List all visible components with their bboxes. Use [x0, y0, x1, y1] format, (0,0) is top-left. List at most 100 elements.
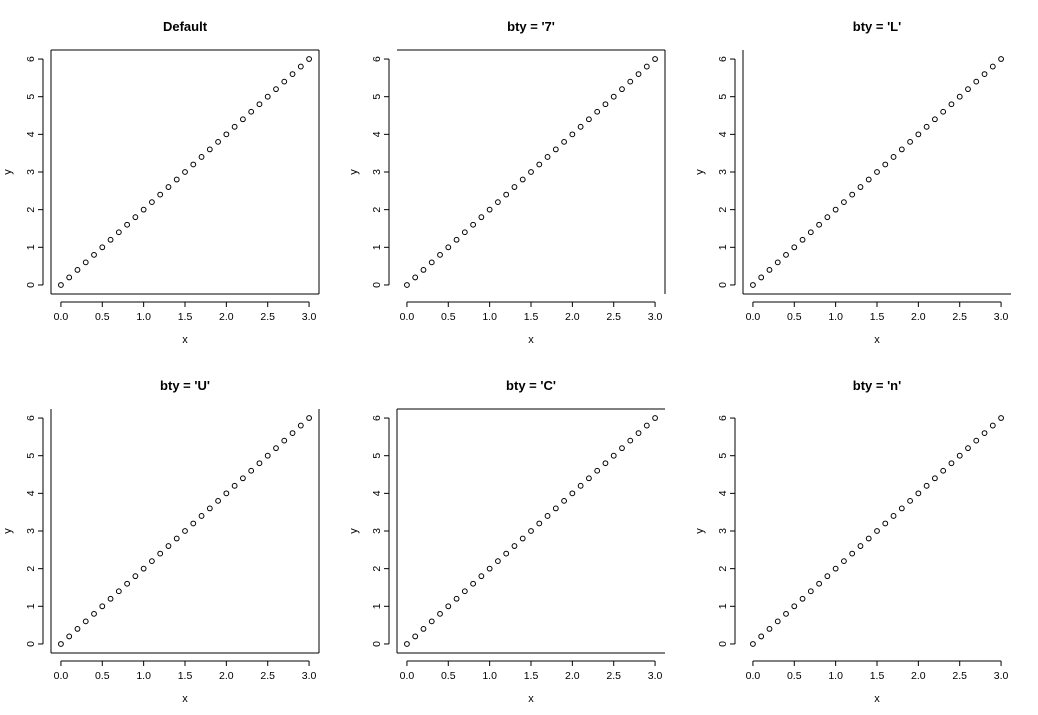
data-point — [865, 535, 872, 542]
data-point — [816, 221, 822, 228]
data-point — [420, 626, 427, 632]
data-point — [544, 513, 551, 519]
y-tick-label: 1 — [25, 603, 37, 609]
data-point — [420, 267, 427, 273]
data-point — [289, 71, 296, 77]
data-point — [412, 274, 419, 281]
y-tick-label: 3 — [371, 528, 383, 534]
data-point — [981, 71, 988, 77]
data-point — [841, 558, 847, 565]
y-tick-label: 2 — [25, 207, 37, 213]
data-point — [965, 445, 971, 452]
y-tick-label: 1 — [25, 244, 37, 250]
data-point — [586, 475, 592, 482]
data-point — [643, 63, 650, 70]
data-point — [223, 490, 230, 497]
x-tick-label: 0.5 — [441, 670, 456, 682]
x-tick-label: 3.0 — [648, 311, 663, 323]
data-point — [619, 86, 625, 93]
data-point — [907, 497, 913, 504]
data-point — [577, 482, 584, 489]
data-point — [857, 543, 864, 549]
data-point — [882, 520, 889, 527]
x-tick-label: 0.0 — [400, 311, 415, 323]
x-tick-label: 1.5 — [178, 670, 193, 682]
data-point — [190, 161, 197, 168]
data-point — [182, 169, 188, 175]
data-point — [503, 550, 510, 557]
x-tick-label: 2.5 — [606, 311, 621, 323]
y-tick-label: 0 — [371, 282, 383, 288]
data-point — [989, 422, 996, 429]
y-tick-label: 0 — [717, 641, 729, 647]
x-tick-label: 2.5 — [952, 311, 967, 323]
data-point — [536, 520, 543, 527]
panel-4: bty = 'U' 0.0 0.5 1.0 1.5 2.0 2.5 3.0 0 1 2 3 4 5 6 x y — [2, 378, 320, 705]
data-point — [627, 437, 634, 444]
data-point — [882, 161, 889, 168]
x-tick-label: 0.0 — [54, 311, 69, 323]
data-point — [273, 445, 279, 452]
data-point — [240, 116, 246, 123]
x-tick-label: 1.5 — [524, 311, 539, 323]
x-tick-label: 3.0 — [648, 670, 663, 682]
y-axis-label: y — [694, 528, 706, 534]
data-point — [758, 633, 765, 640]
x-tick-label: 0.5 — [787, 670, 802, 682]
data-point — [528, 528, 534, 534]
y-tick-label: 5 — [25, 453, 37, 459]
data-point — [182, 528, 188, 534]
data-point — [915, 131, 922, 138]
data-point — [140, 565, 147, 572]
data-point — [832, 206, 839, 213]
panel-1: Default 0.0 0.5 1.0 1.5 2.0 2.5 3.0 0 1 2 3 4 5 6 x y — [2, 19, 320, 346]
data-point — [750, 641, 756, 647]
data-point — [923, 123, 930, 130]
data-point — [799, 236, 806, 243]
data-point — [766, 626, 773, 632]
data-point — [149, 199, 155, 206]
data-point — [774, 618, 781, 625]
data-point — [165, 543, 172, 549]
y-axis-label: y — [694, 169, 706, 175]
y-tick-label: 1 — [717, 603, 729, 609]
y-axis-label: y — [348, 528, 360, 534]
data-point — [569, 490, 576, 497]
x-tick-label: 2.0 — [219, 311, 234, 323]
y-tick-label: 5 — [371, 94, 383, 100]
data-point — [478, 573, 485, 580]
data-point — [115, 588, 122, 595]
data-point — [470, 221, 476, 228]
data-point — [165, 184, 172, 190]
y-tick-label: 0 — [717, 282, 729, 288]
panel-title: bty = 'n' — [853, 378, 901, 393]
data-point — [74, 267, 81, 273]
panel-title: bty = 'U' — [160, 378, 210, 393]
data-point — [807, 588, 814, 595]
y-tick-label: 3 — [25, 528, 37, 534]
data-point — [453, 595, 460, 602]
data-point — [973, 437, 980, 444]
data-point — [857, 184, 864, 190]
panel-title: bty = 'C' — [506, 378, 556, 393]
data-point — [577, 123, 584, 130]
data-point — [940, 108, 947, 115]
x-axis-label: x — [874, 334, 880, 346]
data-point — [898, 505, 905, 512]
y-tick-label: 4 — [25, 490, 37, 496]
data-point — [528, 169, 534, 175]
y-tick-label: 2 — [25, 566, 37, 572]
data-point — [124, 580, 130, 587]
data-point — [412, 633, 419, 640]
y-tick-label: 4 — [717, 490, 729, 496]
data-point — [849, 191, 856, 198]
data-point — [511, 184, 518, 190]
panel-5: bty = 'C' 0.0 0.5 1.0 1.5 2.0 2.5 3.0 0 1 2 3 4 5 6 x y — [348, 378, 665, 705]
panel-3: bty = 'L' 0.0 0.5 1.0 1.5 2.0 2.5 3.0 0 1 2 3 4 5 6 x y — [694, 19, 1011, 346]
x-tick-label: 0.5 — [95, 670, 110, 682]
x-tick-label: 1.0 — [828, 670, 843, 682]
y-tick-label: 0 — [371, 641, 383, 647]
y-tick-label: 4 — [717, 131, 729, 137]
data-point — [619, 445, 625, 452]
